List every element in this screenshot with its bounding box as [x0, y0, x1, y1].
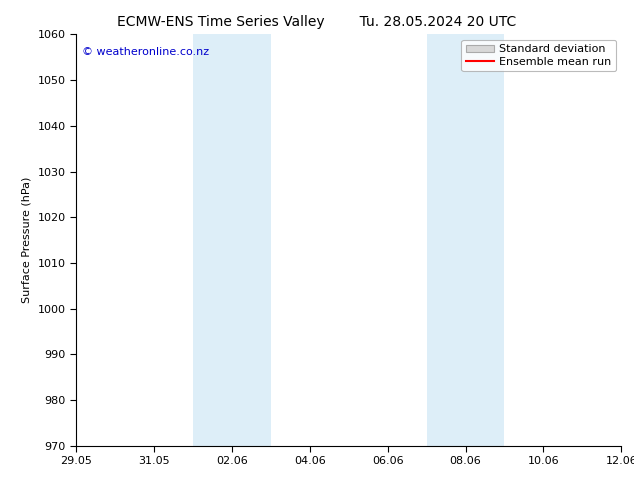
Bar	[427, 34, 505, 446]
Y-axis label: Surface Pressure (hPa): Surface Pressure (hPa)	[22, 177, 32, 303]
Text: ECMW-ENS Time Series Valley        Tu. 28.05.2024 20 UTC: ECMW-ENS Time Series Valley Tu. 28.05.20…	[117, 15, 517, 29]
Text: © weatheronline.co.nz: © weatheronline.co.nz	[82, 47, 209, 57]
Bar	[193, 34, 271, 446]
Legend: Standard deviation, Ensemble mean run: Standard deviation, Ensemble mean run	[462, 40, 616, 71]
